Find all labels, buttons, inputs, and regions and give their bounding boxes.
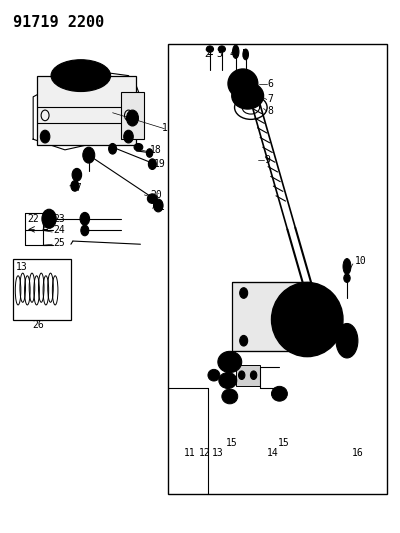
Text: 18: 18 [150,145,162,155]
Bar [236,365,260,386]
Ellipse shape [206,46,214,52]
Ellipse shape [287,298,327,341]
Circle shape [71,181,79,191]
Text: 6: 6 [268,78,274,88]
Text: 9: 9 [264,156,270,165]
Circle shape [295,288,303,298]
Circle shape [154,199,163,212]
Circle shape [240,335,248,346]
Ellipse shape [228,69,258,98]
Circle shape [40,130,50,143]
Text: 10: 10 [355,256,367,266]
Text: 8: 8 [268,106,274,116]
Text: 26: 26 [32,320,44,330]
Text: 7: 7 [268,94,274,104]
Ellipse shape [219,373,237,389]
Text: 15: 15 [226,438,238,448]
Text: 21: 21 [153,201,165,212]
Ellipse shape [235,76,251,92]
Circle shape [148,159,156,169]
Ellipse shape [51,60,111,92]
Ellipse shape [342,332,352,349]
Ellipse shape [218,46,226,52]
Text: 19: 19 [154,159,166,169]
Text: 17: 17 [71,183,83,193]
Text: 4: 4 [230,50,236,59]
Bar [232,282,311,351]
Circle shape [126,110,138,126]
Ellipse shape [208,369,220,381]
Ellipse shape [65,65,97,86]
Text: 15: 15 [278,438,289,448]
Ellipse shape [222,389,238,404]
Circle shape [250,371,257,379]
Circle shape [83,147,95,163]
Ellipse shape [224,357,236,367]
Ellipse shape [211,373,216,378]
Text: 11: 11 [184,448,196,458]
Ellipse shape [343,259,351,274]
Circle shape [109,143,116,154]
Circle shape [238,371,245,379]
Ellipse shape [336,324,358,358]
Text: 13: 13 [16,262,28,271]
Bar [120,92,144,139]
Ellipse shape [272,386,287,401]
Circle shape [81,225,89,236]
Text: 16: 16 [352,448,364,458]
Circle shape [240,288,248,298]
Circle shape [42,209,56,228]
Bar [13,259,71,319]
Ellipse shape [272,282,343,357]
Ellipse shape [147,194,157,204]
Text: 23: 23 [53,214,65,224]
Circle shape [80,213,90,225]
Text: 14: 14 [267,448,278,458]
Ellipse shape [134,143,143,151]
Circle shape [124,130,133,143]
Text: 3: 3 [216,50,222,59]
Text: 1: 1 [162,123,168,133]
Ellipse shape [232,45,239,59]
Text: 2: 2 [204,50,210,59]
Ellipse shape [243,49,248,60]
Bar [37,76,136,144]
Text: 22: 22 [27,214,39,224]
Ellipse shape [239,88,256,103]
Text: 20: 20 [150,190,162,200]
Circle shape [72,168,82,181]
Circle shape [295,335,303,346]
Text: 12: 12 [199,448,210,458]
Circle shape [344,274,350,282]
Ellipse shape [232,83,264,109]
Text: 13: 13 [212,448,224,458]
Bar [168,44,387,495]
Text: 5: 5 [242,50,248,59]
Ellipse shape [218,351,242,373]
Text: 91719 2200: 91719 2200 [13,15,104,30]
Text: 24: 24 [53,225,65,236]
Text: 25: 25 [53,238,65,248]
Circle shape [146,149,153,157]
Circle shape [71,62,91,89]
